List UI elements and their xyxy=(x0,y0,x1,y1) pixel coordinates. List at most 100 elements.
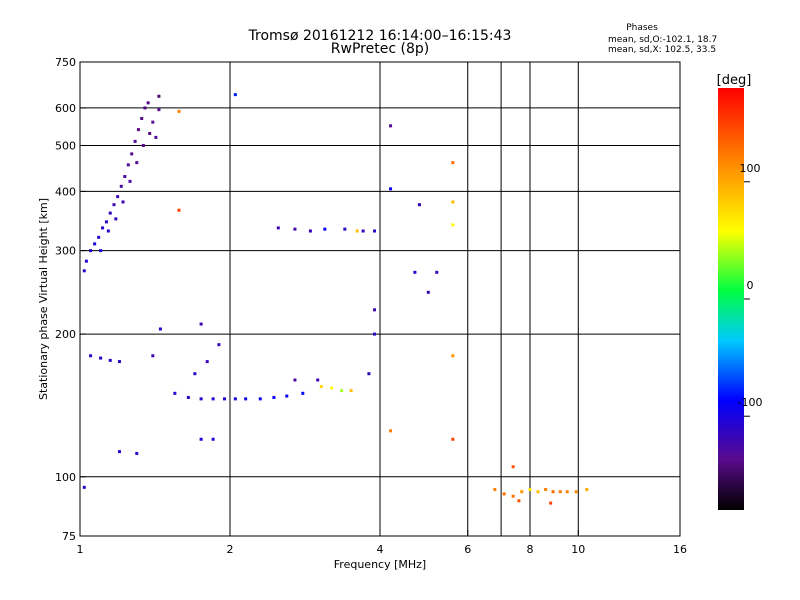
data-point xyxy=(528,488,532,492)
data-point xyxy=(413,270,417,274)
data-point xyxy=(108,358,112,362)
data-point xyxy=(136,128,140,132)
data-point xyxy=(158,327,162,331)
data-point xyxy=(558,490,562,494)
data-point xyxy=(233,93,237,97)
data-point xyxy=(426,290,430,294)
data-point xyxy=(97,235,101,239)
data-point xyxy=(520,490,524,494)
data-point xyxy=(211,437,215,441)
data-point xyxy=(177,208,181,212)
data-point xyxy=(301,391,305,395)
data-point xyxy=(141,143,145,147)
data-point xyxy=(511,494,515,498)
y-tick-label: 75 xyxy=(62,530,76,543)
chart-title: Tromsø 20161212 16:14:00–16:15:43 xyxy=(248,28,512,44)
data-point xyxy=(143,106,147,110)
data-point xyxy=(373,308,377,312)
data-point xyxy=(177,109,181,113)
data-point xyxy=(121,200,125,204)
data-point xyxy=(117,450,121,454)
data-point xyxy=(361,229,365,233)
data-point xyxy=(258,397,262,401)
y-axis-label: Stationary phase Virtual Height [km] xyxy=(37,198,50,400)
data-point xyxy=(233,397,237,401)
data-points xyxy=(82,93,589,505)
data-point xyxy=(89,354,93,358)
data-point xyxy=(117,360,121,364)
colorbar-tick-label: 100 xyxy=(740,162,761,175)
data-point xyxy=(330,386,334,390)
data-point xyxy=(119,184,123,188)
data-point xyxy=(373,332,377,336)
data-point xyxy=(135,451,139,455)
data-point xyxy=(173,391,177,395)
data-point xyxy=(135,161,139,165)
y-tick-label: 750 xyxy=(55,56,76,69)
y-tick-label: 100 xyxy=(55,471,76,484)
data-point xyxy=(157,94,161,98)
data-point xyxy=(272,395,276,399)
data-point xyxy=(140,116,144,120)
data-point xyxy=(355,229,359,233)
data-point xyxy=(151,354,155,358)
data-point xyxy=(389,429,393,433)
data-point xyxy=(373,229,377,233)
data-point xyxy=(502,492,506,496)
data-point xyxy=(511,465,515,469)
data-point xyxy=(84,259,88,263)
data-point xyxy=(82,269,86,273)
data-point xyxy=(104,220,108,224)
data-point xyxy=(199,322,203,326)
colorbar-ticks: 100 0 -100 xyxy=(738,162,762,417)
data-point xyxy=(308,229,312,233)
axis-ticks: 1 2 4 6 8 10 16 75 100 200 300 400 500 600 750 xyxy=(55,56,687,556)
y-tick-label: 500 xyxy=(55,139,76,152)
data-point xyxy=(205,360,209,364)
x-axis-label: Frequency [MHz] xyxy=(334,558,426,571)
data-point xyxy=(285,394,289,398)
colorbar-tick-label: 0 xyxy=(747,279,754,292)
data-point xyxy=(417,203,421,207)
data-point xyxy=(106,229,110,233)
data-point xyxy=(451,437,455,441)
data-point xyxy=(223,397,227,401)
x-tick-label: 1 xyxy=(77,543,84,556)
data-point xyxy=(544,488,548,492)
data-point xyxy=(123,175,127,179)
data-point xyxy=(549,501,553,505)
data-point xyxy=(148,131,152,135)
data-point xyxy=(367,372,371,376)
data-point xyxy=(199,437,203,441)
data-point xyxy=(319,385,323,389)
data-point xyxy=(316,378,320,382)
data-point xyxy=(93,242,97,246)
data-point xyxy=(585,488,589,492)
data-point xyxy=(451,161,455,165)
data-point xyxy=(493,488,497,492)
data-point xyxy=(293,378,297,382)
data-point xyxy=(435,270,439,274)
data-point xyxy=(99,249,103,253)
data-point xyxy=(89,249,93,253)
data-point xyxy=(99,356,103,360)
data-point xyxy=(128,179,132,183)
data-point xyxy=(293,227,297,231)
x-tick-label: 16 xyxy=(673,543,687,556)
x-tick-label: 4 xyxy=(377,543,384,556)
data-point xyxy=(151,120,155,124)
data-point xyxy=(193,372,197,376)
data-point xyxy=(451,223,455,227)
data-point xyxy=(211,397,215,401)
data-point xyxy=(389,124,393,128)
data-point xyxy=(157,108,161,112)
data-point xyxy=(343,227,347,231)
data-point xyxy=(112,203,116,207)
y-tick-label: 200 xyxy=(55,328,76,341)
data-point xyxy=(551,490,555,494)
y-tick-label: 400 xyxy=(55,185,76,198)
data-point xyxy=(146,101,150,105)
data-point xyxy=(130,152,134,156)
phase-stats-x: mean, sd,X: 102.5, 33.5 xyxy=(608,45,716,55)
